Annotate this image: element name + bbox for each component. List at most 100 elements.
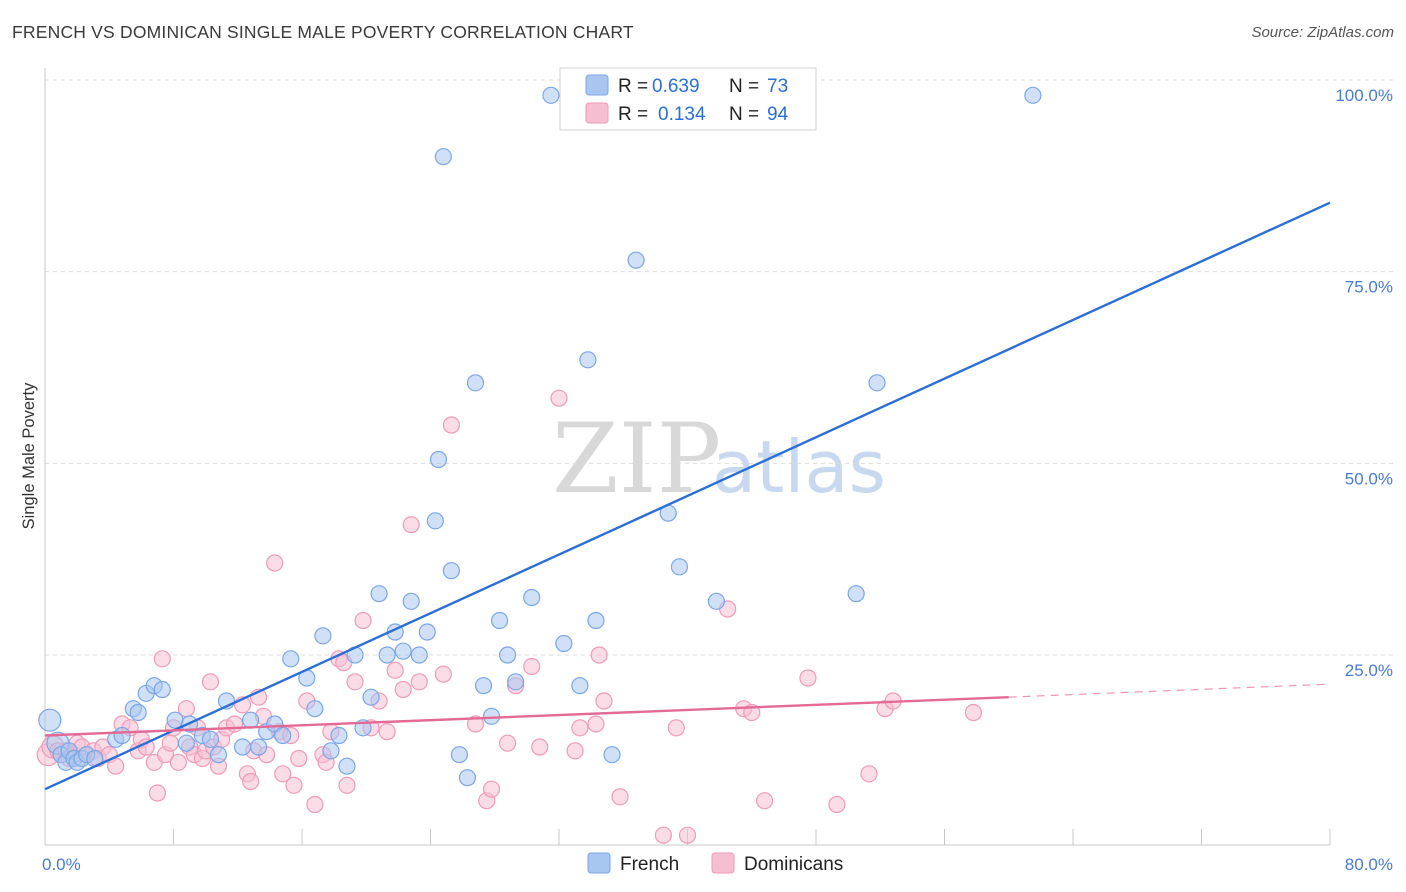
dominicans-point — [378, 723, 396, 741]
watermark: ZIP atlas — [552, 403, 886, 515]
dominicans-point — [148, 784, 167, 802]
legend-bottom: French Dominicans — [587, 852, 843, 875]
y-tick-label-25: 25.0% — [1345, 661, 1393, 680]
dominicans-point — [346, 673, 364, 691]
dominicans-point — [201, 673, 220, 691]
dominicans-point — [386, 661, 404, 679]
legend-french-swatch — [585, 74, 609, 96]
source-label: Source: ZipAtlas.com — [1251, 24, 1394, 41]
tick-labels: 25.0% 50.0% 75.0% 100.0% 0.0% 80.0% — [42, 86, 1393, 874]
y-tick-label-50: 50.0% — [1345, 469, 1393, 488]
french-point — [603, 746, 621, 764]
y-tick-label-100: 100.0% — [1335, 86, 1393, 105]
dominicans-trend-line-extension — [1008, 683, 1331, 698]
dominicans-point — [285, 776, 303, 794]
french-point — [201, 730, 220, 748]
dominicans-point — [242, 772, 260, 791]
legend-french-n-value: 73 — [767, 76, 788, 97]
french-point — [250, 738, 268, 756]
french-point — [707, 592, 726, 610]
dominicans-point — [678, 826, 697, 844]
dominicans-trend-line — [44, 695, 1009, 737]
french-point — [362, 688, 380, 706]
dominicans-point — [266, 554, 284, 572]
watermark-zip: ZIP — [552, 403, 721, 515]
legend-french-n-label: N = — [729, 76, 759, 97]
french-point — [429, 450, 448, 469]
dominicans-point — [590, 646, 608, 664]
dominicans-point — [482, 780, 501, 798]
dominicans-point — [290, 749, 308, 768]
dominicans-point — [595, 692, 613, 710]
trend-lines — [44, 201, 1331, 791]
french-point — [587, 611, 605, 630]
series-french-points — [38, 86, 1042, 787]
dominicans-point — [654, 826, 673, 844]
x-tick-label-min: 0.0% — [42, 855, 81, 874]
french-point — [507, 673, 525, 691]
dominicans-point — [394, 680, 412, 699]
dominicans-point — [169, 753, 187, 771]
dominicans-point — [755, 792, 774, 810]
bottom-legend-french-label: French — [620, 854, 679, 875]
french-point — [466, 374, 485, 392]
french-point — [499, 646, 517, 664]
french-point — [394, 642, 412, 660]
dominicans-point — [611, 788, 629, 806]
chart-title: FRENCH VS DOMINICAN SINGLE MALE POVERTY … — [12, 22, 634, 42]
bottom-legend-french-swatch — [587, 852, 611, 874]
french-point — [523, 588, 541, 607]
french-point — [330, 726, 348, 745]
french-point — [38, 708, 62, 732]
bottom-legend-dominicans-swatch — [711, 852, 735, 874]
legend-dominicans-n-label: N = — [729, 104, 759, 125]
dominicans-point — [402, 516, 420, 534]
dominicans-point — [274, 765, 292, 783]
french-point — [282, 650, 300, 668]
french-point — [627, 251, 645, 269]
french-point — [314, 627, 332, 645]
french-point — [868, 374, 886, 392]
legend-french-r-label: R = — [618, 76, 648, 97]
french-point — [1024, 86, 1042, 104]
french-point — [571, 677, 589, 695]
y-axis-label: Single Male Poverty — [20, 382, 38, 529]
legend-dominicans-r-value: 0.134 — [658, 104, 706, 125]
french-point — [129, 703, 147, 722]
french-trend-line — [44, 201, 1331, 791]
french-point — [274, 726, 292, 745]
dominicans-point — [667, 719, 685, 737]
french-point — [378, 646, 396, 664]
dominicans-point — [523, 657, 541, 676]
french-point — [442, 562, 460, 580]
french-point — [670, 558, 689, 576]
french-point — [209, 746, 228, 764]
french-point — [555, 634, 573, 653]
dominicans-point — [354, 611, 372, 630]
french-point — [306, 700, 324, 718]
french-point — [490, 611, 509, 630]
french-point — [410, 646, 428, 664]
dominicans-point — [566, 742, 584, 760]
dominicans-point — [828, 795, 846, 814]
french-point — [177, 734, 195, 752]
french-point — [434, 148, 452, 166]
grid-lines — [45, 79, 1395, 656]
dominicans-point — [338, 776, 356, 794]
dominicans-point — [499, 734, 517, 752]
dominicans-point — [860, 765, 878, 783]
french-point — [579, 351, 597, 369]
french-point — [450, 746, 469, 764]
legend-dominicans-n-value: 94 — [767, 104, 789, 125]
dominicans-point — [306, 795, 324, 814]
french-point — [426, 512, 444, 530]
dominicans-point — [225, 715, 244, 733]
legend-dominicans-r-label: R = — [618, 104, 648, 125]
french-point — [153, 680, 171, 699]
french-point — [474, 677, 493, 695]
dominicans-point — [964, 703, 983, 722]
dominicans-point — [161, 734, 179, 752]
french-point — [242, 711, 260, 729]
legend-french-r-value: 0.639 — [652, 76, 700, 97]
x-tick-label-max: 80.0% — [1345, 855, 1393, 874]
